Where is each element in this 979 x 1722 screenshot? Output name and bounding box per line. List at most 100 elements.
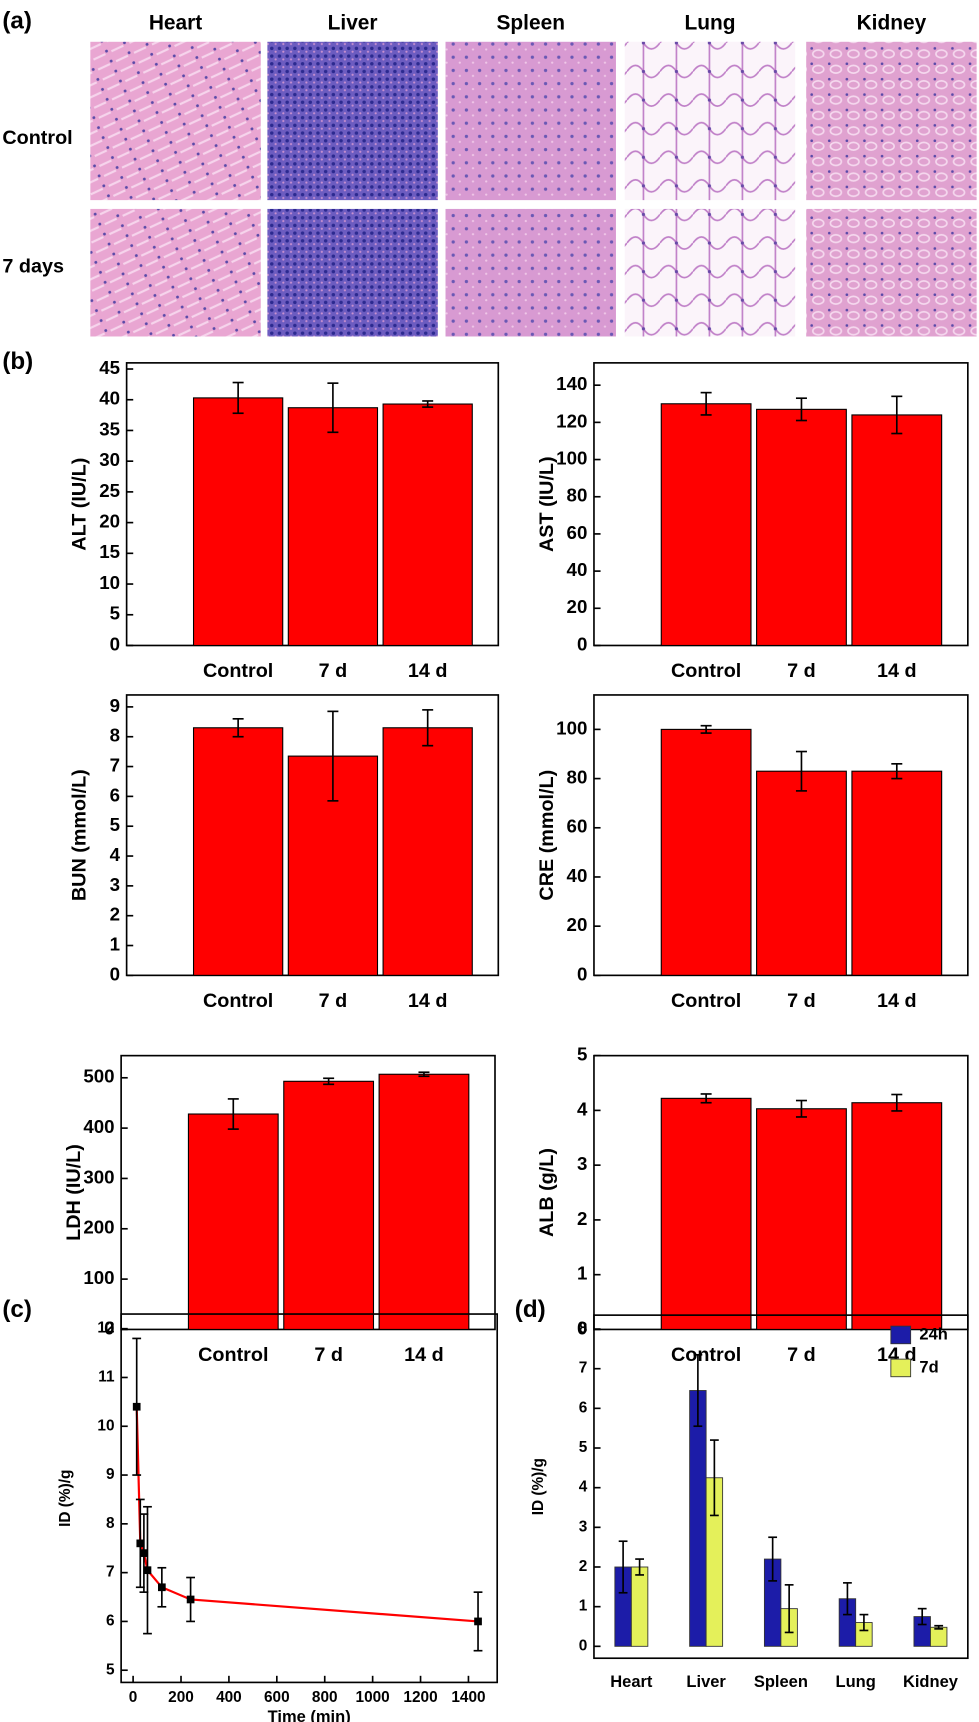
y-tick-label: 0 <box>577 1317 587 1338</box>
y-tick-label: 45 <box>99 357 120 378</box>
y-tick-label: 5 <box>110 814 120 835</box>
x-tick-label: Heart <box>610 1673 653 1691</box>
y-tick-label: 1 <box>577 1263 587 1284</box>
y-tick-label: 4 <box>110 844 121 865</box>
bar <box>689 1390 707 1647</box>
panel-label: (c) <box>2 1296 32 1323</box>
y-tick-label: 20 <box>99 511 120 532</box>
x-tick-label: 400 <box>216 1689 242 1706</box>
bar <box>630 1566 649 1647</box>
organ-label: Heart <box>149 12 202 35</box>
y-tick-label: 8 <box>110 725 120 746</box>
y-tick-label: 20 <box>567 596 588 617</box>
x-tick-label: Control <box>671 660 741 682</box>
bar <box>192 727 284 976</box>
bar <box>187 1113 279 1330</box>
y-tick-label: 0 <box>110 963 120 984</box>
y-tick-label: 5 <box>106 1661 115 1678</box>
y-tick-label: 40 <box>99 388 120 409</box>
y-tick-label: 4 <box>577 1098 588 1119</box>
y-tick-label: 80 <box>567 767 588 788</box>
bar <box>756 1108 847 1330</box>
y-tick-label: 10 <box>97 1417 114 1434</box>
bar <box>378 1073 470 1330</box>
y-tick-label: 6 <box>579 1399 588 1416</box>
y-tick-label: 8 <box>579 1320 588 1337</box>
legend-swatch <box>890 1358 912 1378</box>
bar <box>287 407 379 647</box>
histology-image <box>624 41 796 201</box>
data-point <box>158 1583 166 1592</box>
y-tick-label: 100 <box>556 447 587 468</box>
y-tick-label: 120 <box>556 410 587 431</box>
y-tick-label: 100 <box>83 1267 114 1288</box>
y-tick-label: 0 <box>579 1637 588 1654</box>
histology-image <box>445 208 616 337</box>
organ-label: Liver <box>328 12 378 35</box>
y-tick-label: 5 <box>579 1439 588 1456</box>
y-tick-label: 60 <box>567 522 588 543</box>
y-tick-label: 7 <box>106 1564 115 1581</box>
x-tick-label: 800 <box>312 1689 338 1706</box>
y-tick-label: 0 <box>110 633 120 654</box>
data-point <box>140 1549 148 1557</box>
bar <box>192 397 284 647</box>
y-tick-label: 11 <box>98 1369 115 1386</box>
y-tick-label: 10 <box>99 572 120 593</box>
y-axis-label: ID (%)/g <box>530 1458 547 1515</box>
x-tick-label: Spleen <box>754 1673 808 1691</box>
y-tick-label: 4 <box>579 1479 588 1496</box>
panel-label: (d) <box>515 1296 546 1323</box>
histology-image <box>624 208 796 337</box>
x-tick-label: Kidney <box>903 1673 959 1691</box>
y-tick-label: 300 <box>83 1166 114 1187</box>
bar <box>756 770 847 976</box>
row-label: Control <box>2 127 72 149</box>
data-point <box>474 1617 482 1626</box>
x-tick-label: 7 d <box>319 660 348 682</box>
bar <box>382 727 473 976</box>
y-tick-label: 1 <box>110 933 120 954</box>
histology-image <box>806 41 977 201</box>
data-point <box>143 1566 152 1575</box>
y-tick-label: 0 <box>577 633 587 654</box>
x-tick-label: 600 <box>264 1689 290 1706</box>
x-tick-label: Control <box>671 990 741 1012</box>
y-tick-label: 0 <box>104 1317 114 1338</box>
row-label: 7 days <box>2 255 64 277</box>
y-tick-label: 6 <box>110 784 120 805</box>
organ-label: Spleen <box>497 12 565 35</box>
y-tick-label: 9 <box>106 1466 115 1483</box>
plot-frame <box>593 1314 969 1660</box>
y-axis-label: ALT (IU/L) <box>69 458 91 551</box>
y-tick-label: 3 <box>579 1518 588 1535</box>
histology-image <box>267 208 438 337</box>
bar <box>382 403 473 647</box>
bar <box>660 1097 752 1330</box>
x-tick-label: 200 <box>168 1689 194 1706</box>
legend-label: 24h <box>919 1325 947 1343</box>
x-tick-label: Control <box>203 660 273 682</box>
y-tick-label: 6 <box>106 1612 115 1629</box>
x-tick-label: 7 d <box>787 990 816 1012</box>
y-tick-label: 140 <box>556 373 587 394</box>
y-axis-label: ALB (g/L) <box>536 1148 558 1237</box>
x-tick-label: 14 d <box>877 990 917 1012</box>
y-tick-label: 7 <box>579 1360 588 1377</box>
x-tick-label: 14 d <box>408 990 448 1012</box>
y-tick-label: 7 <box>110 754 120 775</box>
y-tick-label: 5 <box>110 603 120 624</box>
x-tick-label: 1200 <box>403 1689 437 1706</box>
y-tick-label: 80 <box>567 485 588 506</box>
bar <box>660 728 752 976</box>
data-line <box>135 1406 479 1623</box>
y-tick-label: 2 <box>577 1208 587 1229</box>
x-tick-label: 1400 <box>451 1689 485 1706</box>
y-tick-label: 9 <box>110 695 120 716</box>
x-tick-label: 7 d <box>787 660 816 682</box>
x-tick-label: Liver <box>686 1673 726 1691</box>
y-tick-label: 40 <box>567 559 588 580</box>
y-tick-label: 3 <box>110 874 120 895</box>
legend-label: 7d <box>919 1358 938 1376</box>
